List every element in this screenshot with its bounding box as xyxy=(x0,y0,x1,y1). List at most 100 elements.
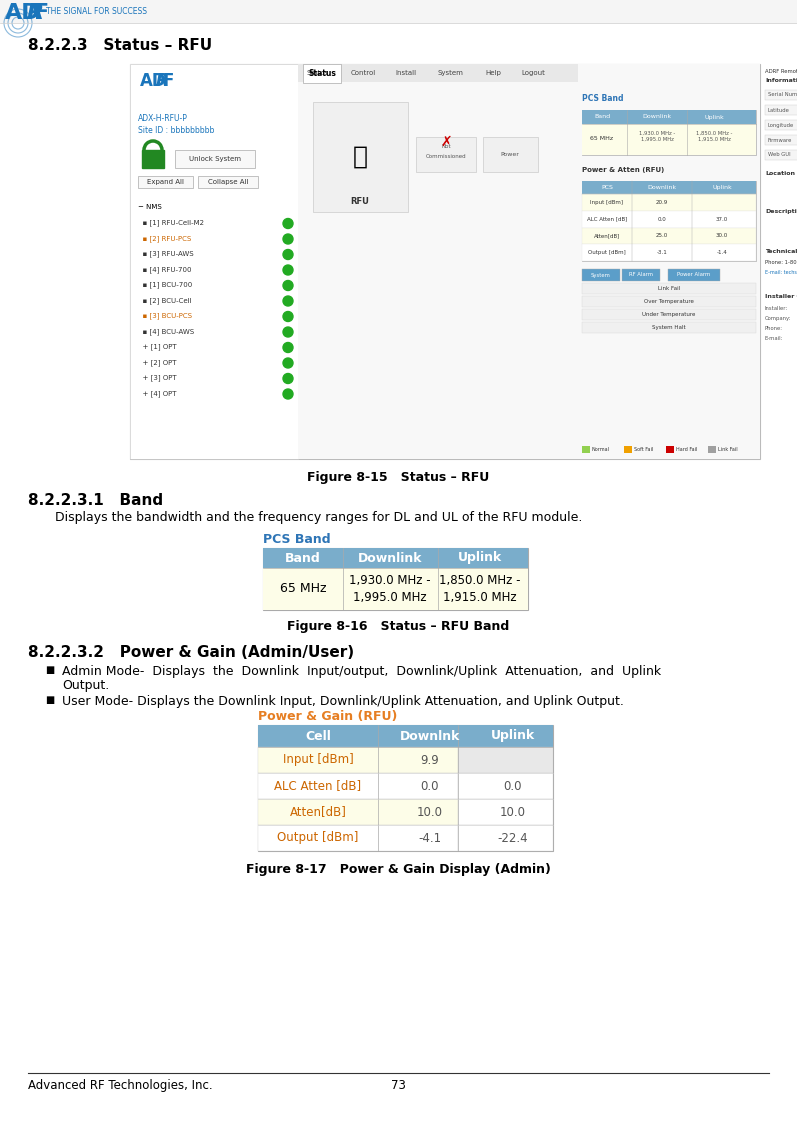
Text: Over Temperature: Over Temperature xyxy=(644,299,694,304)
Circle shape xyxy=(283,389,293,399)
Text: Downlink: Downlink xyxy=(642,114,672,120)
Text: Description: Description xyxy=(765,209,797,214)
Circle shape xyxy=(283,280,293,291)
Circle shape xyxy=(283,327,293,337)
Text: Not: Not xyxy=(442,145,451,149)
Text: E-mail:: E-mail: xyxy=(765,336,783,342)
Text: 10.0: 10.0 xyxy=(500,805,526,819)
Text: 9.9: 9.9 xyxy=(421,753,439,767)
Bar xyxy=(483,137,538,172)
Bar xyxy=(263,549,528,610)
Text: Atten[dB]: Atten[dB] xyxy=(289,805,347,819)
Text: ▪ [4] RFU-700: ▪ [4] RFU-700 xyxy=(138,266,191,273)
Text: 37.0: 37.0 xyxy=(716,217,728,222)
Bar xyxy=(298,64,578,83)
Bar xyxy=(142,150,164,169)
Text: THE SIGNAL FOR SUCCESS: THE SIGNAL FOR SUCCESS xyxy=(46,7,147,16)
Bar xyxy=(582,446,590,454)
Circle shape xyxy=(283,234,293,244)
Text: Soft Fail: Soft Fail xyxy=(634,447,654,452)
Text: Band: Band xyxy=(285,552,321,564)
Bar xyxy=(666,446,674,454)
Text: -3.1: -3.1 xyxy=(657,250,667,256)
Bar xyxy=(578,64,760,459)
Text: Installer:: Installer: xyxy=(765,307,788,311)
Text: Link Fail: Link Fail xyxy=(658,286,680,291)
Text: ▪ [1] RFU-Cell-M2: ▪ [1] RFU-Cell-M2 xyxy=(138,219,204,226)
Bar xyxy=(258,746,458,772)
Text: Serial Number: Serial Number xyxy=(768,93,797,97)
Bar xyxy=(582,296,756,307)
Text: R: R xyxy=(27,3,44,23)
Bar xyxy=(458,798,553,824)
Text: ✗: ✗ xyxy=(440,135,452,149)
Bar xyxy=(582,244,756,261)
Circle shape xyxy=(283,250,293,259)
Text: F: F xyxy=(163,72,175,90)
Text: Expand All: Expand All xyxy=(147,179,184,185)
Text: RFU: RFU xyxy=(351,198,370,207)
Text: PCS Band: PCS Band xyxy=(263,533,331,546)
Bar xyxy=(582,110,756,155)
Text: -22.4: -22.4 xyxy=(497,831,528,845)
Text: 0.0: 0.0 xyxy=(504,779,522,793)
Text: Commissioned: Commissioned xyxy=(426,155,466,159)
Text: Output [dBm]: Output [dBm] xyxy=(588,250,626,256)
Text: System Halt: System Halt xyxy=(652,325,685,330)
Bar xyxy=(765,150,797,159)
Text: Figure 8-15   Status – RFU: Figure 8-15 Status – RFU xyxy=(307,470,489,484)
Bar xyxy=(765,135,797,145)
Text: Phone: 1-800-313-9398: Phone: 1-800-313-9398 xyxy=(765,260,797,265)
Text: 8.2.2.3   Status – RFU: 8.2.2.3 Status – RFU xyxy=(28,38,212,53)
Text: ▪ [4] BCU-AWS: ▪ [4] BCU-AWS xyxy=(138,328,194,335)
Bar xyxy=(263,549,528,568)
Text: Hard Fail: Hard Fail xyxy=(676,447,697,452)
Text: Unlock System: Unlock System xyxy=(189,156,241,162)
Text: System: System xyxy=(591,273,611,277)
Text: Link Fail: Link Fail xyxy=(718,447,738,452)
Text: Displays the bandwidth and the frequency ranges for DL and UL of the RFU module.: Displays the bandwidth and the frequency… xyxy=(55,511,583,524)
Circle shape xyxy=(283,373,293,383)
Text: Cell: Cell xyxy=(305,729,331,742)
Text: -4.1: -4.1 xyxy=(418,831,442,845)
Text: Power & Gain (RFU): Power & Gain (RFU) xyxy=(258,710,398,723)
Bar xyxy=(258,725,553,851)
Text: 10.0: 10.0 xyxy=(417,805,443,819)
Text: Figure 8-17   Power & Gain Display (Admin): Figure 8-17 Power & Gain Display (Admin) xyxy=(245,863,551,877)
Text: PCS Band: PCS Band xyxy=(582,94,623,103)
Text: Power Alarm: Power Alarm xyxy=(677,273,711,277)
Bar xyxy=(622,269,660,280)
Text: Under Temperature: Under Temperature xyxy=(642,312,696,317)
Text: ADX-H-RFU-P: ADX-H-RFU-P xyxy=(138,114,188,123)
Text: 1,930.0 MHz -
1,995.0 MHz: 1,930.0 MHz - 1,995.0 MHz xyxy=(349,575,431,604)
Text: Band: Band xyxy=(594,114,610,120)
Bar xyxy=(130,64,298,459)
Text: ▪ [1] BCU-700: ▪ [1] BCU-700 xyxy=(138,282,192,288)
Bar xyxy=(258,824,458,851)
Text: 8.2.2.3.2   Power & Gain (Admin/User): 8.2.2.3.2 Power & Gain (Admin/User) xyxy=(28,645,354,661)
Text: Collapse All: Collapse All xyxy=(208,179,248,185)
Text: AD: AD xyxy=(140,72,167,90)
Text: Atten[dB]: Atten[dB] xyxy=(594,233,620,239)
Text: + [3] OPT: + [3] OPT xyxy=(138,374,177,381)
Text: ALC Atten [dB]: ALC Atten [dB] xyxy=(587,217,627,222)
Text: PCS: PCS xyxy=(601,185,613,190)
Bar xyxy=(458,746,553,772)
Bar xyxy=(765,90,797,100)
Bar xyxy=(582,110,756,124)
Text: ▪ [3] BCU-PCS: ▪ [3] BCU-PCS xyxy=(138,312,192,319)
Text: ■: ■ xyxy=(45,696,54,705)
Bar xyxy=(138,176,193,188)
Text: Latitude: Latitude xyxy=(768,107,790,112)
Bar xyxy=(582,309,756,320)
Text: ■: ■ xyxy=(45,665,54,675)
Text: Status: Status xyxy=(308,69,336,78)
Text: Installer Contact Info: Installer Contact Info xyxy=(765,294,797,299)
Text: Downlink: Downlink xyxy=(647,185,677,190)
Bar xyxy=(582,210,756,227)
Bar xyxy=(313,102,408,211)
Text: 8.2.2.3.1   Band: 8.2.2.3.1 Band xyxy=(28,493,163,508)
Text: Output.: Output. xyxy=(62,679,109,692)
Bar xyxy=(258,725,553,746)
Text: − NMS: − NMS xyxy=(138,204,162,210)
